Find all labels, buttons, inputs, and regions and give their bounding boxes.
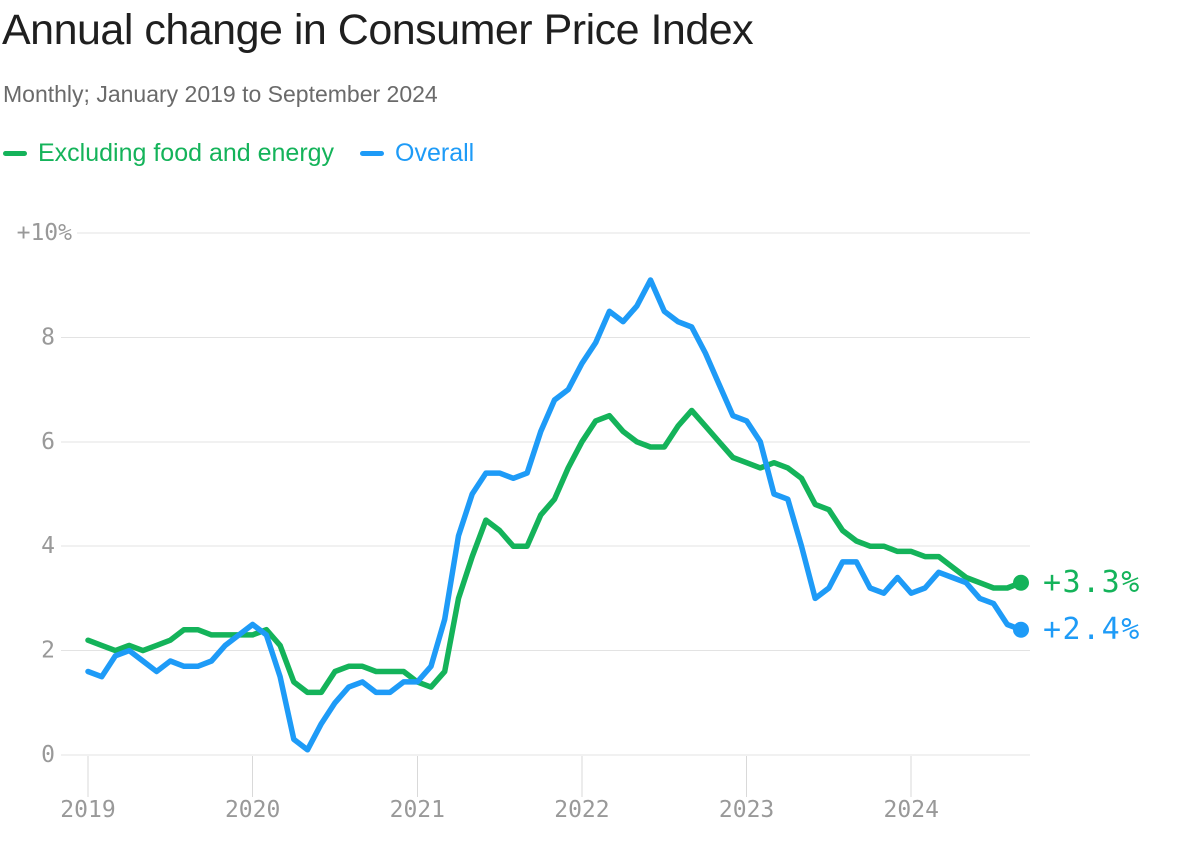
legend-label: Overall	[395, 139, 475, 167]
end-dot-overall	[1013, 621, 1029, 638]
x-axis-label-2024: 2024	[884, 797, 939, 823]
legend-label: Excluding food and energy	[38, 139, 335, 167]
series-line-core	[85, 407, 1024, 696]
page-subtitle: Monthly; January 2019 to September 2024	[3, 81, 438, 107]
page-title: Annual change in Consumer Price Index	[2, 6, 754, 54]
end-label-overall: +2.4%	[1043, 612, 1141, 647]
y-axis-label-2: 2	[41, 638, 55, 664]
series-line-overall	[85, 277, 1024, 753]
x-axis-label-2023: 2023	[719, 797, 774, 823]
x-axis-label-2021: 2021	[390, 797, 445, 823]
x-axis-label-2022: 2022	[554, 797, 609, 823]
x-axis-label-2019: 2019	[60, 797, 115, 823]
x-axis-label-2020: 2020	[225, 797, 280, 823]
y-axis-label-0: 0	[41, 742, 55, 768]
y-axis-label-10: +10%	[17, 220, 73, 246]
legend-dash-icon	[3, 150, 27, 156]
legend-item-overall: Overall	[360, 138, 474, 168]
legend-dash-icon	[360, 150, 385, 156]
chart-legend: Excluding food and energy Overall	[3, 138, 474, 168]
y-axis-label-4: 4	[41, 533, 55, 559]
end-label-core: +3.3%	[1043, 565, 1141, 600]
end-dot-core	[1013, 574, 1029, 591]
y-axis-label-8: 8	[41, 324, 55, 350]
legend-item-core: Excluding food and energy	[3, 138, 334, 168]
y-axis-label-6: 6	[41, 429, 55, 455]
